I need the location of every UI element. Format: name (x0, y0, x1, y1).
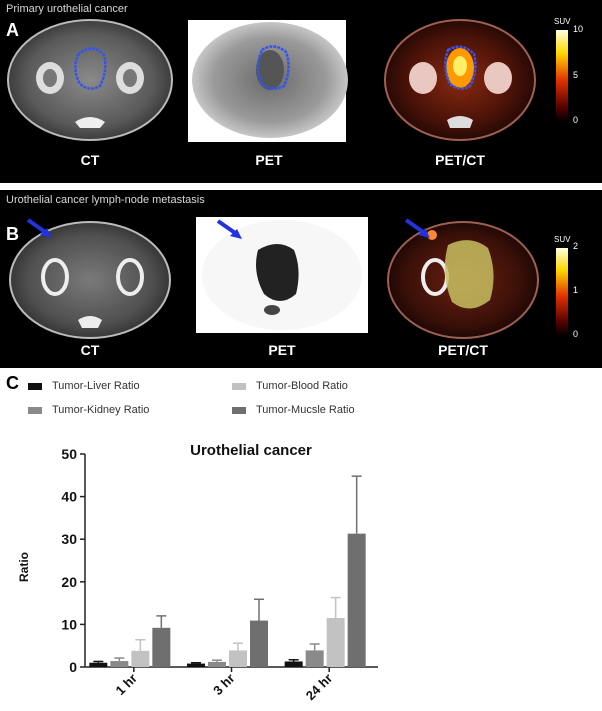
panel-c-letter: C (6, 373, 19, 393)
panel-a-caption: Primary urothelial cancer (6, 3, 128, 15)
colorbar-a-title: SUV (554, 17, 571, 26)
tumor-contour-pet (256, 45, 290, 90)
legend-swatch-muscle (232, 406, 246, 414)
colorbar-b-tick-mid: 1 (573, 285, 579, 295)
bar-blood (229, 650, 247, 667)
bar-muscle (152, 627, 171, 667)
panel-a-letter: A (6, 20, 19, 40)
bar-muscle (250, 620, 268, 667)
modality-label-petct-a: PET/CT (435, 152, 485, 168)
legend-label-blood: Tumor-Blood Ratio (256, 380, 348, 392)
chart-title: Urothelial cancer (190, 442, 312, 459)
legend-item-muscle: Tumor-Mucsle Ratio (232, 404, 355, 416)
legend-swatch-liver (28, 382, 42, 390)
tumor-contour-petct (444, 45, 477, 90)
petct-scan-a (384, 19, 536, 141)
bar-kidney (208, 661, 226, 667)
legend-label-liver: Tumor-Liver Ratio (52, 380, 140, 392)
bar-liver (187, 663, 205, 667)
ct-scan-b (9, 218, 171, 339)
pet-scan-a (188, 20, 348, 142)
x-tick-label: 24 hr (303, 671, 336, 704)
legend-label-kidney: Tumor-Kidney Ratio (52, 404, 150, 416)
colorbar-a-tick-min: 0 (573, 115, 579, 125)
bar-blood (131, 650, 150, 667)
ct-scan-a (7, 19, 173, 141)
y-tick-label: 40 (61, 489, 77, 505)
modality-label-ct-a: CT (80, 152, 100, 168)
y-tick-label: 30 (61, 531, 77, 547)
legend-item-blood: Tumor-Blood Ratio (232, 380, 348, 392)
modality-label-pet-a: PET (255, 152, 283, 168)
bar-blood (326, 618, 345, 667)
y-tick-label: 50 (61, 446, 77, 462)
panel-b-caption: Urothelial cancer lymph-node metastasis (6, 194, 205, 206)
legend-item-liver: Tumor-Liver Ratio (28, 380, 140, 392)
modality-label-petct-b: PET/CT (438, 342, 488, 358)
panel-b-letter: B (6, 224, 19, 244)
legend-swatch-blood (232, 382, 246, 390)
plot-area: 0 10 20 30 40 50 1 hr 3 hr 24 hr (61, 446, 378, 703)
bar-chart: Urothelial cancer Ratio 0 10 20 30 40 50 1 hr 3… (17, 442, 378, 703)
colorbar-a-tick-max: 10 (573, 24, 584, 34)
legend-item-kidney: Tumor-Kidney Ratio (28, 404, 149, 416)
colorbar-b (556, 248, 568, 336)
petct-scan-b (387, 218, 539, 339)
y-tick-label: 20 (61, 574, 77, 590)
y-axis-label: Ratio (17, 552, 31, 582)
panel-b-scans (9, 217, 568, 339)
x-tick-label: 3 hr (210, 671, 237, 698)
bar-liver (89, 662, 108, 667)
modality-label-pet-b: PET (268, 342, 296, 358)
bar-liver (284, 661, 303, 667)
y-tick-label: 10 (61, 616, 77, 632)
bar-muscle (347, 533, 366, 667)
colorbar-b-tick-min: 0 (573, 329, 579, 339)
bar-kidney (110, 661, 129, 667)
panel-a-scans (7, 19, 568, 142)
y-tick-label: 0 (69, 659, 77, 675)
legend-label-muscle: Tumor-Mucsle Ratio (256, 404, 355, 416)
modality-label-ct-b: CT (80, 342, 100, 358)
x-tick-label: 1 hr (112, 671, 139, 698)
pet-scan-b (196, 217, 368, 333)
colorbar-b-title: SUV (554, 235, 571, 244)
colorbar-a (556, 30, 568, 122)
legend-swatch-kidney (28, 406, 42, 414)
bar-kidney (305, 650, 324, 667)
colorbar-b-tick-max: 2 (573, 241, 579, 251)
panel-a: Primary urothelial cancer A (0, 0, 602, 183)
panel-b: Urothelial cancer lymph-node metastasis … (0, 190, 602, 368)
tumor-contour-ct (74, 47, 107, 90)
colorbar-a-tick-mid: 5 (573, 70, 579, 80)
